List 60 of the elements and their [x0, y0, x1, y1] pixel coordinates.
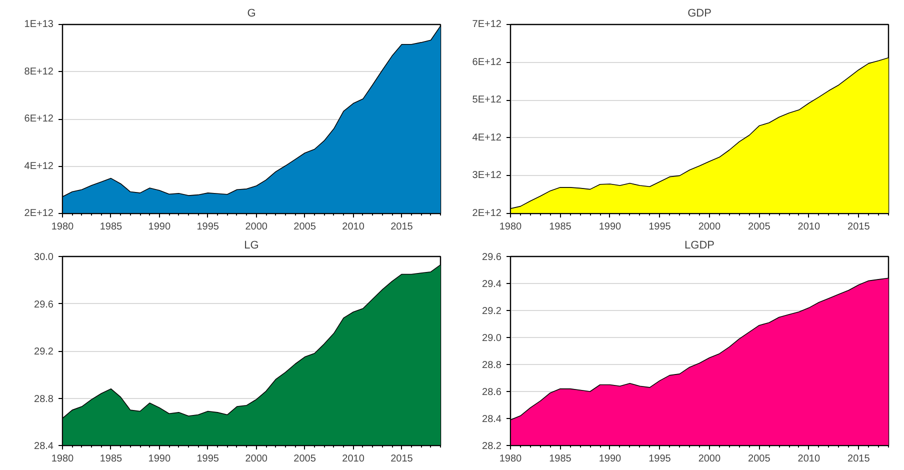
- x-tick-label: 1995: [648, 454, 672, 464]
- x-tick-label: 2000: [698, 222, 722, 232]
- y-tick-label: 2E+12: [472, 208, 502, 219]
- y-tick-label: 29.6: [34, 299, 54, 310]
- x-tick-label: 2005: [294, 454, 316, 464]
- x-tick-label: 2010: [342, 222, 365, 232]
- y-tick-label: 7E+12: [472, 19, 502, 30]
- x-tick-label: 1985: [549, 222, 572, 232]
- chart-title: LG: [244, 240, 259, 252]
- x-tick-label: 1995: [196, 454, 220, 464]
- y-tick-label: 29.6: [482, 252, 502, 263]
- y-tick-label: 30.0: [34, 252, 54, 263]
- x-tick-label: 2000: [698, 454, 722, 464]
- x-tick-label: 1980: [51, 222, 74, 232]
- y-tick-label: 28.8: [34, 394, 54, 405]
- chart-title: GDP: [688, 8, 712, 20]
- y-tick-label: 6E+12: [24, 114, 54, 124]
- x-tick-label: 2005: [748, 454, 771, 464]
- x-tick-label: 1995: [648, 222, 672, 232]
- y-tick-label: 29.2: [482, 306, 502, 317]
- x-tick-label: 1980: [51, 454, 74, 464]
- chart-title: G: [247, 8, 256, 20]
- x-tick-label: 2015: [848, 222, 870, 232]
- y-tick-label: 8E+12: [24, 66, 54, 78]
- y-tick-label: 29.4: [482, 279, 502, 290]
- y-tick-label: 28.4: [482, 414, 502, 425]
- y-tick-label: 28.2: [482, 441, 502, 452]
- y-tick-label: 3E+12: [472, 170, 502, 182]
- x-tick-label: 1990: [148, 454, 171, 464]
- x-tick-label: 1980: [499, 454, 522, 464]
- y-tick-label: 28.8: [482, 360, 502, 371]
- x-tick-label: 1985: [549, 454, 572, 464]
- x-tick-label: 2010: [798, 454, 820, 464]
- y-tick-label: 29.0: [482, 333, 502, 344]
- x-tick-label: 2010: [342, 454, 365, 464]
- x-tick-label: 2000: [245, 222, 268, 232]
- x-tick-label: 2000: [245, 454, 268, 464]
- x-tick-label: 1990: [598, 222, 622, 232]
- x-tick-label: 1980: [499, 222, 522, 232]
- x-tick-label: 2005: [294, 222, 316, 232]
- x-tick-label: 1990: [598, 454, 622, 464]
- x-tick-label: 2015: [390, 454, 414, 464]
- x-tick-label: 1985: [100, 454, 123, 464]
- y-tick-label: 2E+12: [24, 208, 54, 219]
- x-tick-label: 2015: [390, 222, 414, 232]
- chart-title: LGDP: [684, 240, 714, 252]
- x-tick-label: 2015: [848, 454, 870, 464]
- y-tick-label: 29.2: [34, 346, 54, 358]
- x-tick-label: 2005: [748, 222, 771, 232]
- y-tick-label: 28.6: [482, 387, 502, 398]
- y-tick-label: 28.4: [34, 441, 54, 452]
- x-tick-label: 1990: [148, 222, 171, 232]
- x-tick-label: 1985: [100, 222, 123, 232]
- y-tick-label: 6E+12: [472, 56, 502, 68]
- y-tick-label: 5E+12: [472, 94, 502, 106]
- x-tick-label: 1995: [196, 222, 220, 232]
- y-tick-label: 4E+12: [24, 160, 54, 172]
- y-tick-label: 4E+12: [472, 132, 502, 144]
- y-tick-label: 1E+13: [24, 19, 54, 30]
- x-tick-label: 2010: [798, 222, 820, 232]
